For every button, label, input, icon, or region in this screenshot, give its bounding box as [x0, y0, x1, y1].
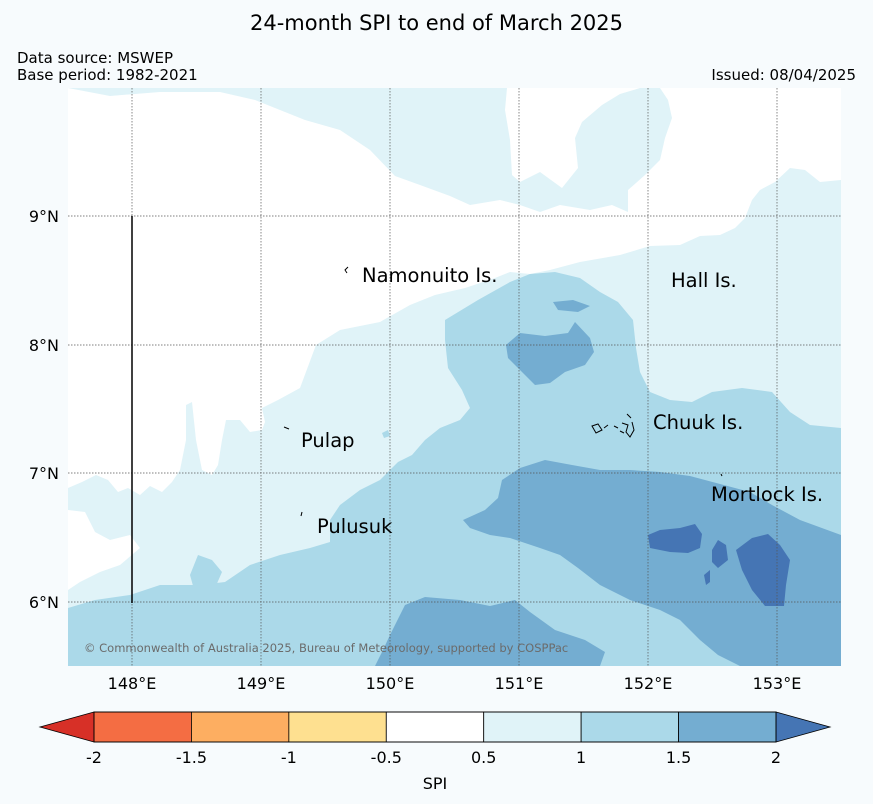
colorbar-segment	[93, 711, 192, 743]
spi-near-normal-region	[68, 88, 841, 590]
place-label-mortlock: Mortlock Is.	[711, 483, 823, 506]
pulusuk-outline	[300, 511, 303, 517]
lon-label: 152°E	[624, 674, 673, 693]
copyright-notice: © Commonwealth of Australia 2025, Bureau…	[84, 641, 568, 655]
place-label-chuuk: Chuuk Is.	[653, 411, 743, 434]
map-metadata-left: Data source: MSWEP Base period: 1982-202…	[17, 50, 198, 84]
lon-label: 150°E	[366, 674, 415, 693]
colorbar-segment	[483, 711, 582, 743]
lon-label: 149°E	[237, 674, 286, 693]
lon-label: 151°E	[495, 674, 544, 693]
place-label-namonuito: Namonuito Is.	[362, 264, 497, 287]
place-label-pulusuk: Pulusuk	[317, 515, 393, 538]
base-period: Base period: 1982-2021	[17, 66, 198, 84]
colorbar-tick-label: 1	[576, 748, 586, 767]
colorbar-tick-label: -1	[281, 748, 297, 767]
colorbar-tick-label: -2	[86, 748, 102, 767]
mortlock-outline	[720, 473, 723, 477]
colorbar-upper-extension	[775, 711, 832, 743]
colorbar-frame	[93, 711, 777, 743]
colorbar-tick-label: -1.5	[176, 748, 207, 767]
colorbar-segment	[288, 711, 387, 743]
map-title: 24-month SPI to end of March 2025	[249, 11, 624, 35]
lat-label: 8°N	[29, 336, 59, 355]
spi-class-above-2	[648, 524, 790, 606]
lat-label: 7°N	[29, 464, 59, 483]
lon-label: 148°E	[108, 674, 157, 693]
colorbar-tick-label: 2	[771, 748, 781, 767]
namonuito-outline	[344, 266, 349, 274]
colorbar-label: SPI	[423, 774, 448, 793]
colorbar-segment	[385, 711, 485, 743]
lon-label: 153°E	[753, 674, 802, 693]
lat-label: 9°N	[29, 207, 59, 226]
issued-date: Issued: 08/04/2025	[711, 66, 856, 84]
colorbar-lower-extension	[38, 711, 95, 743]
island-outlines	[283, 266, 723, 517]
place-label-hall: Hall Is.	[671, 269, 737, 292]
colorbar-tick-label: 0.5	[471, 748, 496, 767]
place-label-pulap: Pulap	[301, 429, 355, 452]
colorbar-tick-label: -0.5	[371, 748, 402, 767]
spi-map-area: © Commonwealth of Australia 2025, Bureau…	[68, 88, 841, 666]
colorbar-segment	[191, 711, 290, 743]
lat-label: 6°N	[29, 593, 59, 612]
colorbar-tick-label: 1.5	[666, 748, 691, 767]
chuuk-outline	[591, 413, 635, 438]
pulap-outline	[283, 426, 290, 430]
spi-class-1.5-2	[375, 300, 841, 666]
colorbar-segment	[580, 711, 679, 743]
colorbar-segment	[678, 711, 777, 743]
spi-colorbar: -2 -1.5 -1 -0.5 0.5 1 1.5 2 SPI	[38, 711, 832, 793]
data-source: Data source: MSWEP	[17, 49, 174, 67]
